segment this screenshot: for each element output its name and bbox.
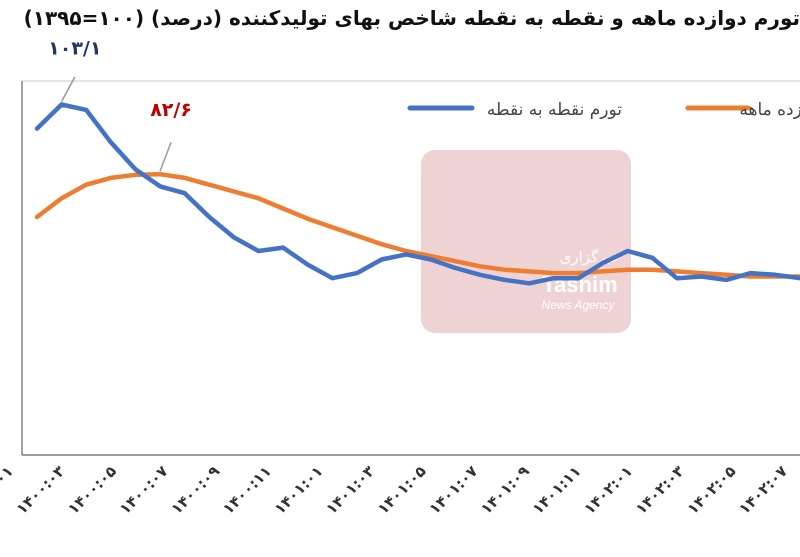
x-tick-label: ۱۴۰۲:۰۳ [632,462,688,518]
annotation-label-1: ۸۲/۶ [150,99,192,121]
legend-label-orange: تورم دوازده ماهه [739,100,800,120]
series-line-twelve-month [34,171,800,279]
watermark-badge [421,150,631,333]
x-tick-label: ۱۴۰۰:۰۳ [13,462,69,518]
legend-label-blue: تورم نقطه به نقطه [487,100,622,120]
x-tick-labels: ۱۴۰۰:۰۱۱۴۰۰:۰۳۱۴۰۰:۰۵۱۴۰۰:۰۷۱۴۰۰:۰۹۱۴۰۰:… [0,462,791,518]
annotation-leader-0 [60,76,76,102]
x-tick-label: ۱۴۰۰:۰۵ [64,462,120,518]
annotation-leader-1 [159,141,172,172]
watermark: خبرگزاری Tasnim News Agency [421,150,631,333]
legend: تورم نقطه به نقطه تورم دوازده ماهه [407,100,800,120]
x-tick-label: ۱۴۰۱:۰۵ [374,462,430,518]
x-tick-label: ۱۴۰۰:۰۱ [0,462,17,518]
annotation-label-0: ۱۰۳/۱ [48,37,101,59]
x-tick-label: ۱۴۰۲:۰۱ [580,462,636,518]
x-tick-label: ۱۴۰۰:۰۷ [116,462,172,518]
annotation-layer: ۱۰۳/۱ ۸۲/۶ [48,37,192,172]
x-tick-label: ۱۴۰۱:۱۱ [529,462,585,518]
x-tick-label: ۱۴۰۱:۰۷ [426,462,482,518]
x-tick-label: ۱۴۰۲:۰۵ [684,462,740,518]
series-layer [34,102,800,286]
x-tick-label: ۱۴۰۱:۰۳ [322,462,378,518]
x-tick-label: ۱۴۰۲:۰۷ [735,462,791,518]
series-line-point-to-point [34,102,800,286]
x-tick-label: ۱۴۰۱:۰۹ [477,462,533,518]
x-tick-label: ۱۴۰۰:۱۱ [219,462,275,518]
watermark-label-sub: News Agency [542,298,616,312]
x-tick-label: ۱۴۰۰:۰۹ [167,462,223,518]
chart-title: تورم دوازده ماهه و نقطه به نقطه شاخص بها… [23,6,800,30]
x-tick-label: ۱۴۰۱:۰۱ [271,462,327,518]
